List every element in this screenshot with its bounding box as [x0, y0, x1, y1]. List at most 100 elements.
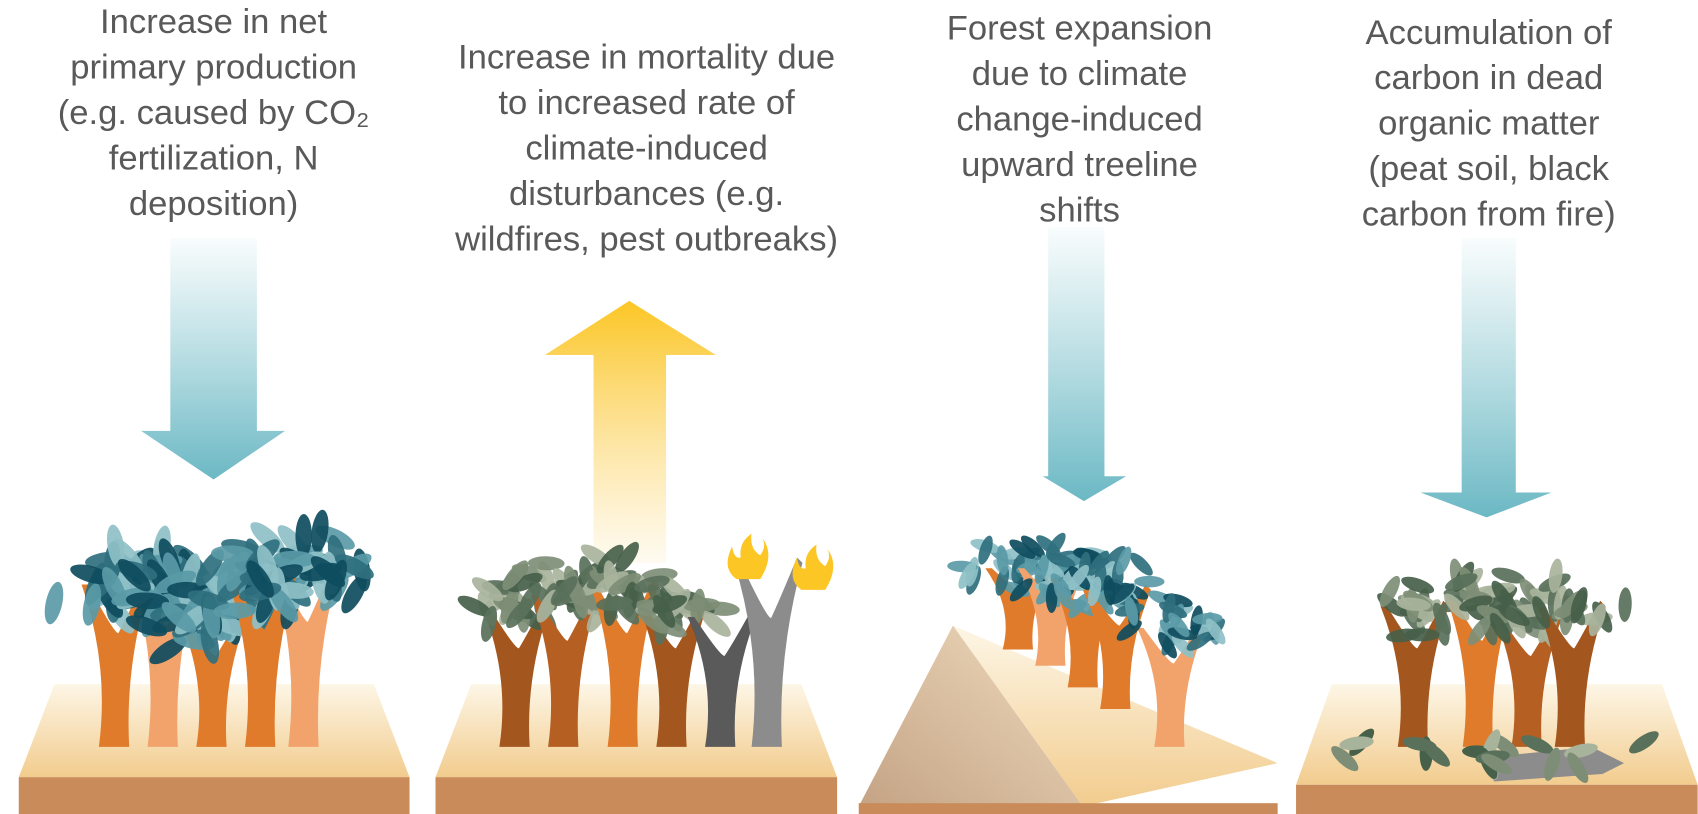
- leaf: [1459, 595, 1493, 612]
- leaf: [1053, 582, 1073, 609]
- leaf: [1588, 603, 1606, 637]
- leaf: [1068, 593, 1090, 619]
- leaf: [1205, 618, 1226, 645]
- leaf: [1401, 576, 1435, 594]
- fallen-leaf: [1331, 746, 1359, 772]
- leaf: [1068, 564, 1090, 591]
- fallen-leaf: [1402, 737, 1437, 752]
- caption-line: Increase in net: [100, 3, 328, 41]
- leaf: [149, 636, 187, 665]
- trunk: [482, 600, 551, 747]
- fallen-leaf: [1544, 747, 1561, 781]
- caption-line: organic matter: [1378, 105, 1599, 143]
- leaf: [958, 561, 977, 589]
- leaf: [634, 575, 670, 593]
- leaf: [508, 572, 543, 593]
- leaf: [608, 573, 642, 596]
- leaf: [1046, 552, 1076, 568]
- leaf: [1489, 612, 1511, 644]
- caption-line: Forest expansion: [947, 9, 1213, 47]
- arrow-down: [1420, 238, 1552, 518]
- leaf: [1532, 596, 1551, 629]
- caption-line: to increased rate of: [498, 84, 795, 122]
- leaf: [44, 581, 64, 625]
- caption-line: due to climate: [972, 55, 1188, 93]
- fallen-leaf: [1339, 736, 1374, 751]
- trunk: [687, 611, 756, 747]
- leaf: [653, 595, 676, 628]
- ground-edge: [435, 777, 838, 814]
- fallen-leaf: [1481, 753, 1512, 775]
- leaf: [571, 582, 589, 619]
- ground-edge: [858, 803, 1278, 814]
- leaf: [502, 560, 529, 591]
- leaf: [1034, 554, 1049, 584]
- leaf: [257, 544, 279, 587]
- caption-line: deposition): [129, 185, 298, 223]
- leaf: [101, 566, 127, 607]
- leaf: [125, 592, 170, 610]
- slope: [952, 625, 1278, 807]
- leaf: [155, 570, 197, 594]
- leaf: [1467, 616, 1492, 646]
- ground-edge: [18, 777, 410, 814]
- caption-line: upward treeline: [961, 146, 1198, 184]
- leaf: [1168, 612, 1190, 638]
- leaf: [213, 602, 257, 620]
- leaf: [471, 577, 504, 602]
- leaf: [1020, 535, 1045, 558]
- fallen-leaf: [1521, 735, 1554, 754]
- trunk: [530, 589, 599, 747]
- flame: [727, 533, 769, 580]
- leaf: [1088, 550, 1109, 576]
- caption-line: primary production: [70, 48, 357, 86]
- caption-line: shifts: [1039, 191, 1120, 229]
- fallen-leaf: [1629, 731, 1659, 754]
- leaf: [1036, 535, 1061, 557]
- trunk: [734, 557, 803, 747]
- leaf: [117, 558, 151, 592]
- leaf: [1124, 596, 1139, 626]
- leaf: [295, 514, 312, 558]
- leaf: [70, 564, 113, 585]
- trunk: [1537, 600, 1606, 747]
- leaf: [310, 556, 346, 588]
- arrow-up: [544, 300, 716, 563]
- leaf: [1129, 552, 1153, 576]
- leaf: [701, 610, 731, 637]
- leaf: [1009, 539, 1036, 559]
- leaf: [690, 588, 706, 626]
- leaf: [978, 535, 993, 565]
- caption-line: Increase in mortality due: [458, 39, 835, 77]
- leaf: [161, 602, 197, 633]
- leaf: [269, 586, 299, 623]
- leaf: [341, 574, 367, 614]
- slope: [858, 625, 1083, 807]
- leaf: [187, 590, 230, 611]
- leaf: [1192, 612, 1223, 625]
- ground-edge: [1296, 784, 1698, 814]
- leaf: [311, 509, 329, 553]
- caption-line: carbon from fire): [1362, 196, 1616, 234]
- leaf: [1171, 634, 1195, 658]
- leaf: [1498, 606, 1530, 626]
- trees: [44, 509, 1659, 784]
- caption-line: wildfires, pest outbreaks): [454, 221, 838, 259]
- flame: [792, 544, 834, 590]
- caption-line: Accumulation of: [1366, 14, 1613, 52]
- leaf: [1379, 575, 1401, 607]
- caption-line: (e.g. caused by CO₂: [58, 94, 370, 132]
- caption-line: carbon in dead: [1374, 59, 1603, 97]
- leaf: [480, 605, 498, 642]
- leaf: [1432, 602, 1452, 636]
- leaf: [1158, 632, 1177, 659]
- leaf: [82, 583, 102, 626]
- leaf: [1159, 601, 1188, 619]
- trunk: [1494, 611, 1563, 747]
- leaf: [996, 545, 1009, 576]
- leaf: [1116, 546, 1132, 576]
- arrow-down: [141, 238, 286, 480]
- leaf: [596, 596, 633, 611]
- leaf: [1404, 628, 1440, 642]
